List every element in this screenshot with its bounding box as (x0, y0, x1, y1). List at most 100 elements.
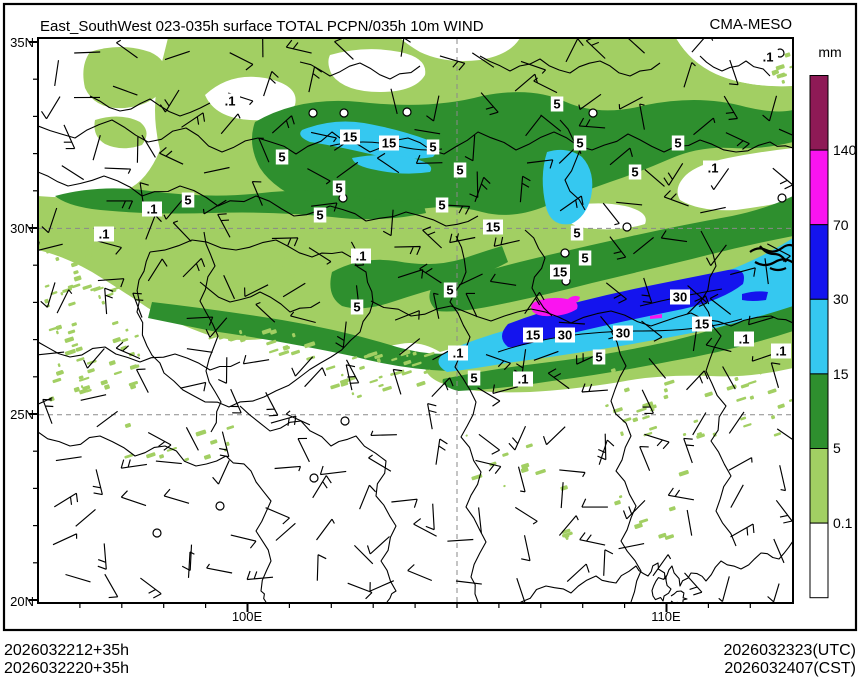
precip-speckle (632, 417, 639, 423)
border-line (39, 171, 479, 227)
precip-speckle (261, 328, 272, 335)
wind-barb (605, 282, 627, 304)
wind-barb (478, 507, 482, 534)
precip-speckle (620, 431, 624, 437)
wind-barb (773, 538, 785, 564)
wind-barb (422, 226, 442, 249)
colorbar-segment (809, 224, 829, 300)
wind-barb (116, 39, 138, 59)
contour-label-box (513, 371, 533, 387)
precip-speckle (561, 528, 571, 534)
wind-barb (471, 52, 495, 68)
precip-speckle (75, 346, 83, 352)
wind-barb (104, 287, 114, 315)
precip-speckle (693, 363, 704, 369)
wind-barb (205, 317, 228, 338)
precip-speckle (658, 532, 667, 539)
precip-speckle (140, 242, 149, 247)
precip-speckle (770, 415, 776, 420)
precip-speckle (218, 334, 229, 340)
precip-speckle (76, 357, 85, 362)
wind-barb (475, 459, 502, 474)
precip-speckle (638, 518, 649, 524)
wind-barb (489, 273, 517, 286)
precip-speckle (356, 394, 362, 399)
precip-speckle (682, 432, 687, 437)
wind-barb (369, 580, 395, 592)
contour-label-box (142, 201, 162, 217)
precip-speckle (266, 339, 277, 346)
precip-speckle (378, 383, 384, 388)
wind-barb (265, 392, 279, 417)
precip-speckle (125, 328, 129, 332)
wind-barb (478, 433, 500, 455)
wind-barb (492, 384, 519, 394)
contour-label-box (453, 162, 467, 178)
contour-label: 5 (335, 181, 342, 196)
wind-barb (65, 573, 91, 583)
outer-frame (2, 2, 858, 632)
wind-barb (112, 85, 138, 96)
border-line (559, 119, 586, 211)
precip-speckle (521, 462, 530, 469)
wind-barb (526, 159, 554, 169)
contour-label-box (671, 135, 685, 151)
wind-barb (180, 381, 207, 392)
precip-speckle (295, 244, 306, 252)
precip-speckle (374, 353, 383, 360)
precip-speckle (678, 469, 689, 477)
wind-barb (525, 114, 543, 137)
wind-barb (40, 282, 56, 308)
contour-label: .1 (147, 202, 158, 217)
wind-barb (729, 59, 739, 86)
wind-barb (700, 206, 726, 214)
contour-label: .1 (739, 332, 750, 347)
wind-barb (246, 570, 274, 581)
contour-label: 30 (616, 326, 630, 341)
precip-speckle (775, 64, 785, 71)
wind-barb (560, 482, 564, 509)
wind-barb (683, 437, 695, 464)
wind-barb (310, 131, 337, 143)
precip-speckle (663, 388, 668, 393)
wind-barb (304, 367, 327, 388)
contour-label: 5 (438, 198, 445, 213)
lat-label-20n: 20N (10, 594, 34, 609)
precip-speckle (71, 343, 79, 348)
precip-speckle (129, 364, 137, 369)
precip-speckle (121, 338, 129, 343)
wind-barb (159, 89, 180, 113)
precip-speckle (129, 243, 138, 250)
wind-barb (206, 563, 233, 574)
precip-speckle (134, 278, 142, 284)
wind-barb (722, 366, 736, 390)
contour-label: .1 (518, 372, 529, 387)
precip-speckle (82, 284, 92, 290)
wind-barb (242, 354, 270, 365)
precip-speckle (146, 287, 153, 292)
border-line (89, 95, 211, 117)
wind-barb (92, 469, 103, 496)
precip-speckle (184, 457, 190, 462)
precip-speckle (106, 292, 114, 297)
precip-speckle (50, 291, 58, 296)
precip-speckle (78, 376, 90, 382)
precip-speckle (104, 384, 110, 390)
precip-speckle (85, 253, 93, 259)
precip-speckle (278, 248, 282, 252)
precip-speckle (269, 329, 277, 335)
wind-barb (686, 509, 693, 536)
precip-speckle (203, 454, 212, 460)
precip-speckle (614, 500, 621, 506)
model-name: CMA-MESO (710, 16, 793, 33)
wind-barb (639, 446, 651, 471)
precip-speckle (412, 351, 417, 356)
precip-speckle (195, 429, 207, 437)
wind-barb (308, 247, 332, 265)
wind-barb (520, 60, 547, 74)
precip-speckle (185, 291, 195, 298)
contour-label: 5 (446, 283, 453, 298)
precip-speckle (238, 329, 243, 335)
precip-speckle (90, 259, 95, 263)
